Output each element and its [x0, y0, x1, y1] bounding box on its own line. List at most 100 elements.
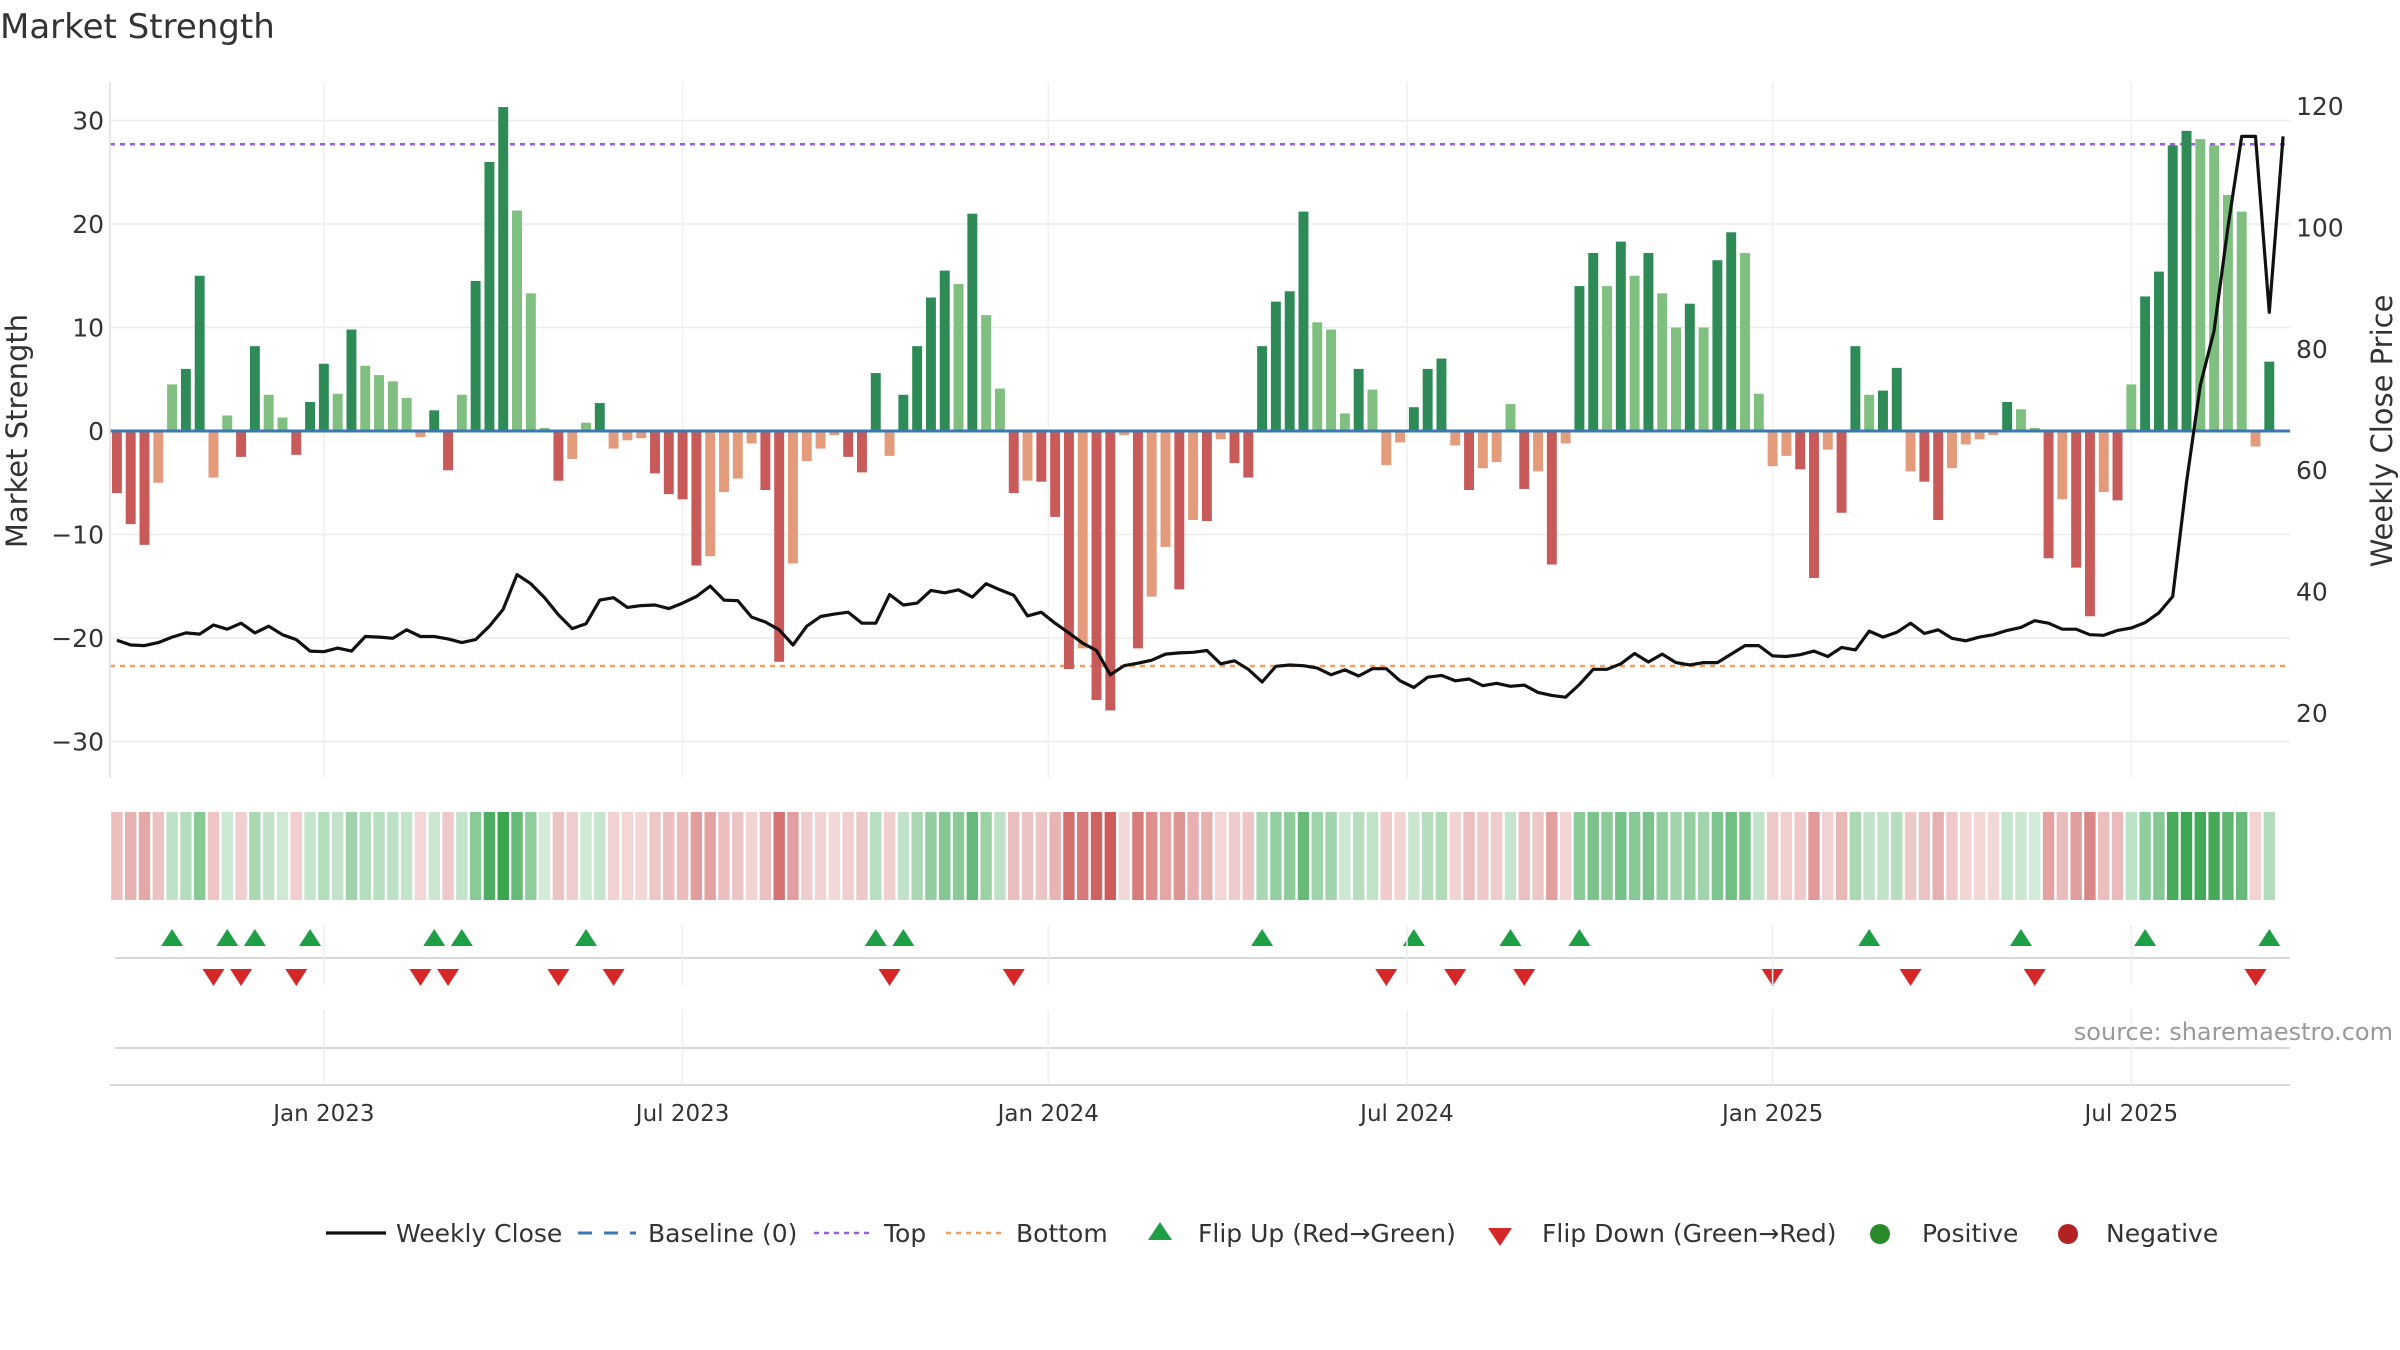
- heat-cell: [1408, 812, 1420, 900]
- heat-cell: [1435, 812, 1448, 900]
- strength-bar: [705, 431, 716, 557]
- heat-cell: [2139, 812, 2151, 900]
- strength-bar: [525, 293, 536, 431]
- x-tick-label: Jan 2023: [271, 1101, 374, 1127]
- flip-up-marker: [1499, 929, 1522, 946]
- heat-cell: [2098, 812, 2110, 900]
- heat-cell: [635, 812, 647, 900]
- strength-bar: [939, 270, 950, 431]
- heat-cell: [2029, 812, 2041, 900]
- y-tick-left: −10: [51, 521, 104, 550]
- strength-bar: [1850, 346, 1861, 431]
- strength-bar: [1008, 431, 1019, 494]
- strength-bar: [663, 431, 674, 495]
- strength-bar: [2002, 402, 2013, 431]
- heat-cell: [1863, 812, 1875, 900]
- heat-cell: [787, 812, 799, 900]
- strength-bar: [1740, 252, 1750, 431]
- heat-cell: [1035, 812, 1048, 900]
- heat-cell: [1725, 812, 1737, 900]
- flip-down-marker: [878, 969, 901, 986]
- heat-cell: [1546, 812, 1558, 900]
- flip-up-marker: [2258, 929, 2281, 946]
- strength-bar: [1036, 431, 1047, 482]
- flip-markers: [115, 929, 2290, 986]
- heat-cell: [856, 812, 868, 900]
- heat-cell: [359, 812, 371, 900]
- strength-bar: [1353, 368, 1364, 431]
- strength-bar: [1119, 431, 1130, 436]
- heat-cell: [1794, 812, 1806, 900]
- legend-label-flip-down: Flip Down (Green→Red): [1542, 1219, 1837, 1248]
- strength-bar: [856, 431, 867, 473]
- strength-bar: [1919, 431, 1930, 482]
- heat-cell: [1270, 812, 1282, 900]
- legend-label-top: Top: [883, 1219, 926, 1248]
- heat-cell: [828, 812, 841, 900]
- flip-up-marker: [243, 929, 266, 946]
- heat-cell: [1394, 812, 1406, 900]
- heat-cell: [1766, 812, 1779, 900]
- heat-cell: [387, 812, 399, 900]
- strength-bar: [1408, 407, 1419, 431]
- strength-bar: [2167, 145, 2178, 431]
- heat-cell: [2180, 812, 2193, 900]
- strength-bar: [1312, 322, 1323, 431]
- strength-bar: [1132, 431, 1143, 649]
- heat-cell: [1173, 812, 1186, 900]
- heat-cell: [925, 812, 937, 900]
- strength-bar: [387, 381, 398, 431]
- strength-bar: [360, 365, 371, 431]
- legend-label-close: Weekly Close: [396, 1219, 562, 1248]
- y-tick-right: 80: [2296, 335, 2328, 364]
- flip-down-marker: [2023, 969, 2046, 986]
- heat-cell: [1822, 812, 1834, 900]
- heat-cell: [952, 812, 965, 900]
- x-tick-label: Jul 2024: [1358, 1101, 1454, 1127]
- heat-cell: [552, 812, 565, 900]
- x-tick-label: Jan 2025: [1720, 1101, 1823, 1127]
- strength-bar: [1436, 358, 1447, 431]
- strength-bar: [788, 431, 798, 564]
- heat-cell: [166, 812, 178, 900]
- heat-cell: [1187, 812, 1199, 900]
- strength-bar: [1422, 368, 1433, 431]
- heat-cell: [469, 812, 482, 900]
- strength-bar: [553, 431, 564, 481]
- heat-cell: [607, 812, 620, 900]
- flip-up-marker: [1251, 929, 1274, 946]
- heat-cell: [966, 812, 979, 900]
- heat-cell: [994, 812, 1006, 900]
- heat-cell: [1146, 812, 1158, 900]
- strength-bar: [277, 417, 288, 431]
- strength-bar: [884, 431, 895, 456]
- strength-bar: [898, 394, 909, 431]
- heat-cell: [497, 812, 509, 900]
- y-tick-right: 60: [2296, 456, 2328, 485]
- heat-cell: [1021, 812, 1034, 900]
- heat-cell: [276, 812, 289, 900]
- flip-down-marker: [1002, 969, 1025, 986]
- heat-cell: [801, 812, 813, 900]
- strength-bar: [1629, 275, 1640, 431]
- flip-up-marker: [161, 929, 184, 946]
- strength-bar: [263, 394, 274, 431]
- strength-bar: [1298, 211, 1309, 431]
- heat-cell: [1201, 812, 1213, 900]
- strength-bar: [1864, 394, 1875, 431]
- heat-cell: [2015, 812, 2027, 900]
- heat-cell: [1049, 812, 1061, 900]
- flip-down-marker: [437, 969, 460, 986]
- flip-up-marker: [2134, 929, 2157, 946]
- strength-bar: [194, 275, 205, 431]
- heat-cell: [1421, 812, 1434, 900]
- heat-cell: [1753, 812, 1765, 900]
- strength-bar: [594, 403, 605, 431]
- strength-bar: [925, 297, 936, 431]
- strength-bar: [1643, 252, 1654, 431]
- heat-cell: [1366, 812, 1379, 900]
- heat-cell: [2111, 812, 2124, 900]
- heat-cell: [1532, 812, 1544, 900]
